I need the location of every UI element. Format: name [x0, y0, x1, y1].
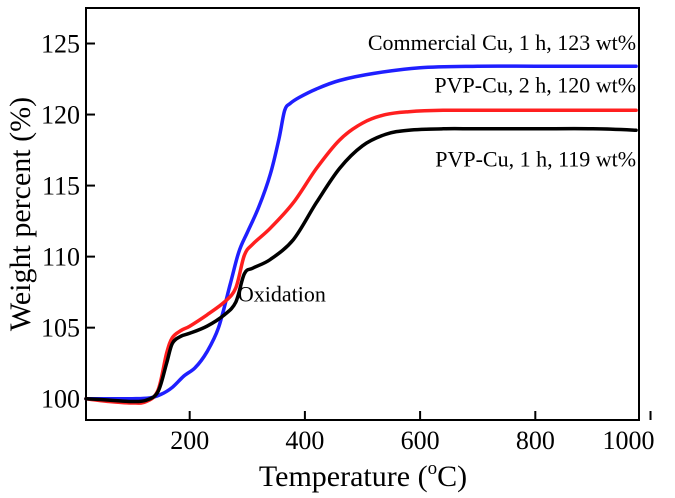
y-axis: 100 105 110 115 120 125 — [41, 30, 95, 414]
x-axis: 200 400 600 800 1000 — [170, 411, 655, 455]
y-tick-label: 120 — [41, 101, 80, 130]
x-tick-label: 200 — [170, 426, 209, 455]
series-line-pvp-cu-1h — [84, 126, 638, 404]
x-tick-label: 400 — [285, 426, 324, 455]
x-tick-label: 1000 — [603, 426, 655, 455]
series-label-pvp-cu-1h: PVP-Cu, 1 h, 119 wt% — [435, 147, 636, 172]
x-axis-label-unit: C) — [437, 460, 467, 493]
series-label-commercial-cu: Commercial Cu, 1 h, 123 wt% — [368, 30, 636, 55]
y-tick-label: 110 — [42, 243, 80, 272]
y-tick-label: 125 — [41, 30, 80, 59]
x-tick-label: 800 — [516, 426, 555, 455]
x-axis-label: Temperature (oC) — [259, 458, 467, 493]
series-label-pvp-cu-2h: PVP-Cu, 2 h, 120 wt% — [434, 73, 636, 98]
oxidation-annotation: Oxidation — [238, 282, 326, 307]
x-axis-label-main: Temperature ( — [259, 460, 428, 493]
x-axis-label-degree: o — [428, 458, 438, 479]
y-tick-label: 100 — [41, 385, 80, 414]
series-group — [84, 64, 638, 405]
series-labels: Commercial Cu, 1 h, 123 wt% PVP-Cu, 2 h, … — [238, 30, 636, 306]
series-line-commercial-cu — [84, 64, 638, 401]
plot-frame — [85, 7, 640, 421]
y-tick-label: 115 — [42, 172, 80, 201]
y-axis-label: Weight percent (%) — [4, 97, 37, 331]
x-tick-label: 600 — [401, 426, 440, 455]
y-tick-label: 105 — [41, 314, 80, 343]
